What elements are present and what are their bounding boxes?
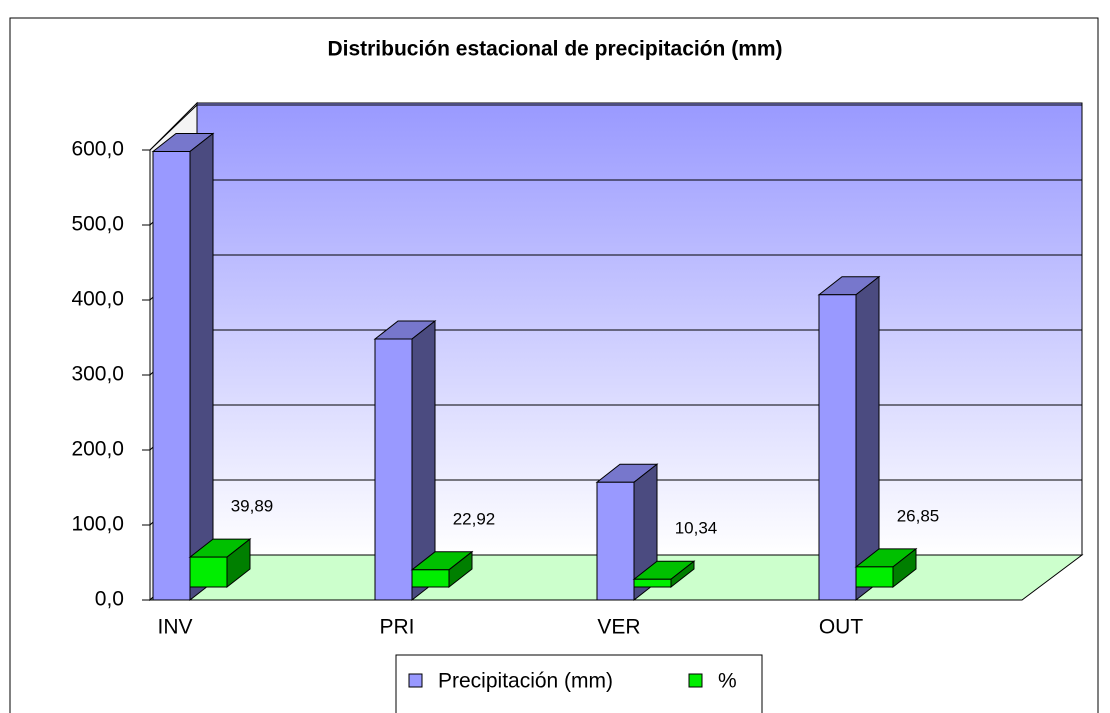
legend-swatch [688,673,703,688]
x-tick-label: PRI [379,616,414,639]
bar [188,538,252,589]
y-tick-label: 200,0 [71,438,124,461]
bar [410,550,474,589]
y-tick-label: 100,0 [71,513,124,536]
y-tick-label: 500,0 [71,213,124,236]
y-tick-label: 400,0 [71,288,124,311]
x-tick-label: VER [597,616,640,639]
grid-line [149,104,198,151]
bar [632,560,696,589]
bar-front [411,569,450,588]
x-tick-label: INV [157,616,192,639]
bar-front [818,294,857,601]
bar [817,275,881,602]
bar-front [633,578,672,588]
x-tick-label: OUT [819,616,864,639]
value-label: 26,85 [897,506,940,525]
legend-swatch [408,673,423,688]
chart-title: Distribución estacional de precipitación… [327,38,782,61]
bar [373,319,437,602]
y-tick-label: 300,0 [71,363,124,386]
legend-label: % [718,670,737,693]
y-tick-label: 600,0 [71,138,124,161]
value-label: 22,92 [453,509,496,528]
bar-front [596,481,635,601]
legend-label: Precipitación (mm) [438,670,613,693]
bar-front [189,556,228,588]
y-tick-label: 0,0 [95,588,124,611]
bar-side [189,132,214,602]
bar-front [855,566,894,588]
value-label: 39,89 [231,497,274,516]
bar [151,132,215,602]
bar-front [374,338,413,601]
value-label: 10,34 [675,519,718,538]
bar-front [152,151,191,601]
bar [854,547,918,589]
bar [595,463,659,602]
